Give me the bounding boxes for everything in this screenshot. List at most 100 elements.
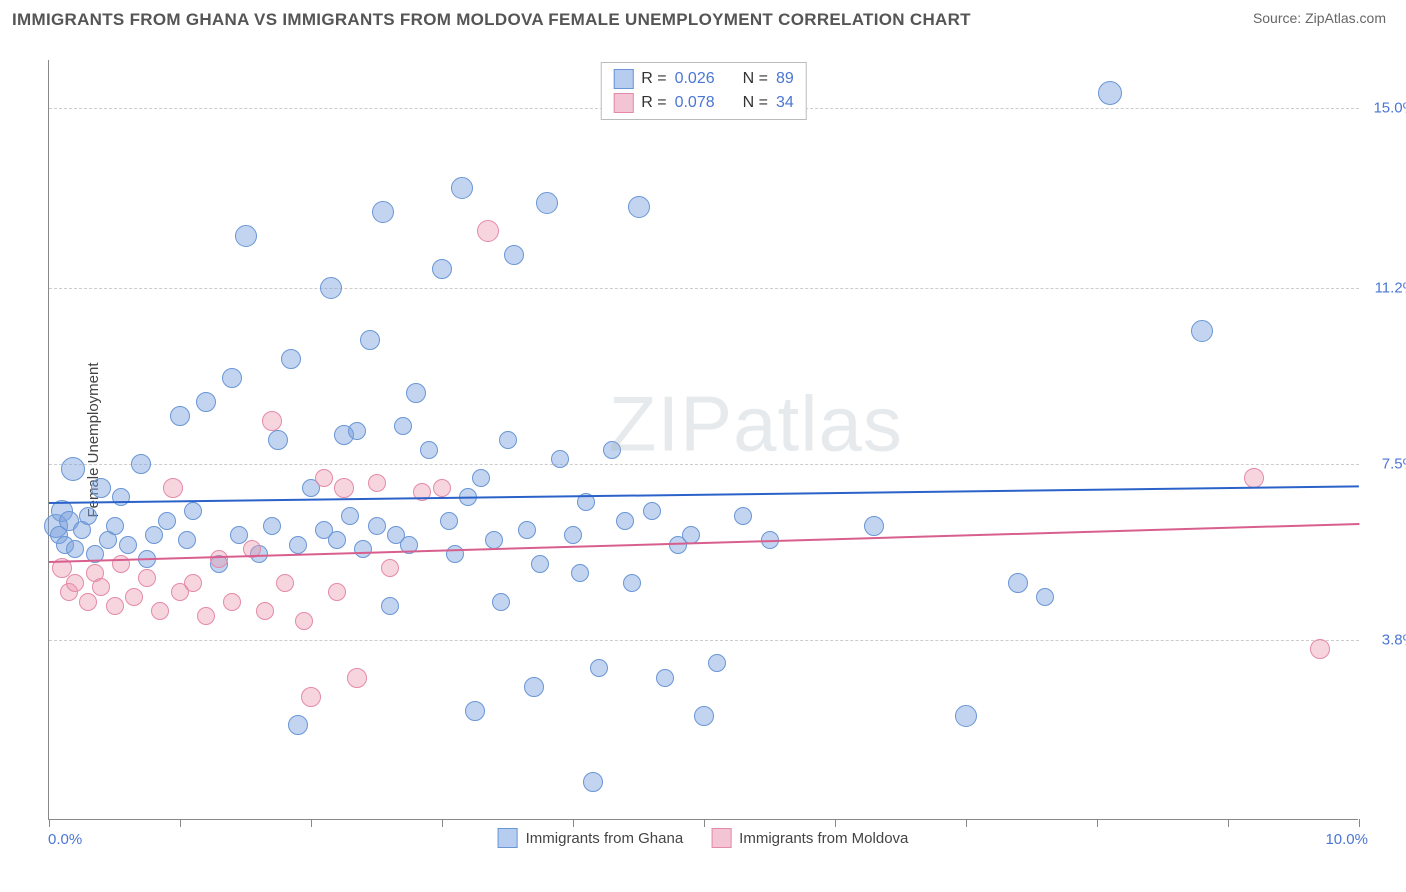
data-point xyxy=(170,406,190,426)
y-tick-label: 7.5% xyxy=(1382,455,1406,472)
data-point xyxy=(315,469,333,487)
data-point xyxy=(328,531,346,549)
watermark: ZIPatlas xyxy=(609,379,903,470)
data-point xyxy=(368,517,386,535)
legend-stat-row: R = 0.078N = 34 xyxy=(609,91,798,115)
data-point xyxy=(381,559,399,577)
data-point xyxy=(223,593,241,611)
r-value: 0.078 xyxy=(675,94,715,112)
n-value: 34 xyxy=(776,94,794,112)
data-point xyxy=(92,578,110,596)
legend-series-label: Immigrants from Moldova xyxy=(739,830,908,847)
data-point xyxy=(583,772,603,792)
data-point xyxy=(196,392,216,412)
data-point xyxy=(301,687,321,707)
data-point xyxy=(328,583,346,601)
data-point xyxy=(256,602,274,620)
data-point xyxy=(420,441,438,459)
data-point xyxy=(360,330,380,350)
data-point xyxy=(289,536,307,554)
data-point xyxy=(197,607,215,625)
data-point xyxy=(955,705,977,727)
legend-series: Immigrants from GhanaImmigrants from Mol… xyxy=(498,828,909,848)
data-point xyxy=(643,502,661,520)
legend-swatch xyxy=(711,828,731,848)
data-point xyxy=(616,512,634,530)
data-point xyxy=(394,417,412,435)
data-point xyxy=(131,454,151,474)
data-point xyxy=(440,512,458,530)
r-value: 0.026 xyxy=(675,70,715,88)
legend-stat-row: R = 0.026N = 89 xyxy=(609,67,798,91)
x-tick xyxy=(1228,819,1229,827)
data-point xyxy=(210,550,228,568)
data-point xyxy=(536,192,558,214)
data-point xyxy=(145,526,163,544)
n-value: 89 xyxy=(776,70,794,88)
data-point xyxy=(623,574,641,592)
legend-swatch xyxy=(498,828,518,848)
data-point xyxy=(184,574,202,592)
gridline xyxy=(49,464,1359,465)
data-point xyxy=(446,545,464,563)
data-point xyxy=(295,612,313,630)
data-point xyxy=(230,526,248,544)
legend-series-item: Immigrants from Moldova xyxy=(711,828,908,848)
x-tick xyxy=(573,819,574,827)
data-point xyxy=(341,507,359,525)
data-point xyxy=(125,588,143,606)
data-point xyxy=(656,669,674,687)
data-point xyxy=(1036,588,1054,606)
data-point xyxy=(222,368,242,388)
data-point xyxy=(492,593,510,611)
data-point xyxy=(106,517,124,535)
x-tick xyxy=(835,819,836,827)
data-point xyxy=(485,531,503,549)
data-point xyxy=(451,177,473,199)
data-point xyxy=(1191,320,1213,342)
x-tick xyxy=(1359,819,1360,827)
data-point xyxy=(263,517,281,535)
data-point xyxy=(477,220,499,242)
data-point xyxy=(61,457,85,481)
data-point xyxy=(381,597,399,615)
data-point xyxy=(151,602,169,620)
source-prefix: Source: xyxy=(1253,10,1305,26)
chart-header: IMMIGRANTS FROM GHANA VS IMMIGRANTS FROM… xyxy=(0,0,1406,30)
data-point xyxy=(184,502,202,520)
x-tick xyxy=(180,819,181,827)
plot-area: ZIPatlas R = 0.026N = 89R = 0.078N = 34 … xyxy=(48,60,1358,820)
x-tick xyxy=(311,819,312,827)
source-name: ZipAtlas.com xyxy=(1305,10,1386,26)
r-label: R = xyxy=(641,94,666,112)
x-tick xyxy=(704,819,705,827)
data-point xyxy=(91,478,111,498)
data-point xyxy=(551,450,569,468)
data-point xyxy=(288,715,308,735)
y-tick-label: 3.8% xyxy=(1382,631,1406,648)
r-label: R = xyxy=(641,70,666,88)
data-point xyxy=(518,521,536,539)
legend-swatch xyxy=(613,69,633,89)
data-point xyxy=(276,574,294,592)
data-point xyxy=(163,478,183,498)
chart-title: IMMIGRANTS FROM GHANA VS IMMIGRANTS FROM… xyxy=(12,10,971,30)
y-tick-label: 11.2% xyxy=(1375,280,1406,297)
x-axis-min-label: 0.0% xyxy=(48,831,82,848)
data-point xyxy=(268,430,288,450)
data-point xyxy=(564,526,582,544)
data-point xyxy=(433,479,451,497)
data-point xyxy=(347,668,367,688)
data-point xyxy=(694,706,714,726)
gridline xyxy=(49,288,1359,289)
data-point xyxy=(138,569,156,587)
data-point xyxy=(499,431,517,449)
data-point xyxy=(1244,468,1264,488)
data-point xyxy=(281,349,301,369)
x-tick xyxy=(1097,819,1098,827)
source-attribution: Source: ZipAtlas.com xyxy=(1253,10,1386,26)
data-point xyxy=(158,512,176,530)
data-point xyxy=(504,245,524,265)
data-point xyxy=(354,540,372,558)
data-point xyxy=(178,531,196,549)
